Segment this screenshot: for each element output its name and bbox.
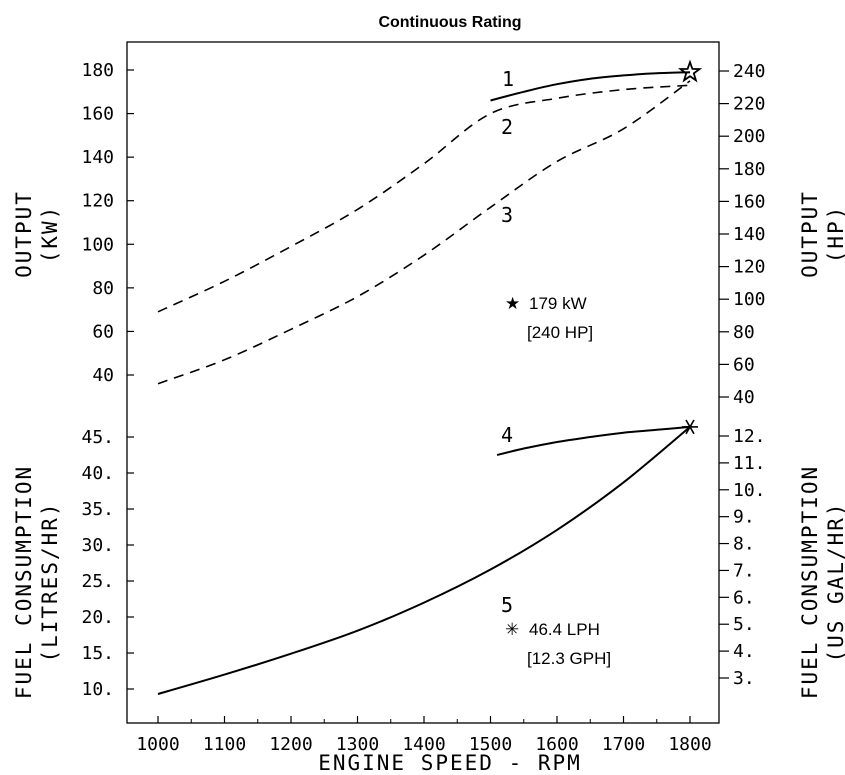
asterisk-stroke — [685, 419, 695, 435]
y-right-tick-label: 6. — [733, 587, 755, 608]
y-right-tick-label: 7. — [733, 560, 755, 581]
chart-title: Continuous Rating — [378, 14, 521, 31]
left-output-axis-title: OUTPUT (KW) — [12, 190, 62, 278]
y-left-tick-label: 35. — [81, 499, 114, 520]
svg-text:FUEL CONSUMPTION: FUEL CONSUMPTION — [798, 465, 822, 699]
left-fuel-axis: 45. 40. 35. 30. 25. 20. 15. 10. — [81, 427, 134, 700]
series-3-label: 3 — [501, 203, 513, 227]
x-tick-label: 1300 — [336, 734, 379, 755]
right-fuel-axis: 12. 11. 10. 9. 8. 7. 6. 5. 4. 3. — [719, 426, 766, 689]
x-tick-label: 1800 — [668, 734, 711, 755]
y-left-tick-label: 60 — [92, 321, 114, 342]
right-fuel-axis-title: FUEL CONSUMPTION (US GAL/HR) — [798, 465, 845, 699]
rated-power-star-marker — [677, 59, 703, 83]
x-axis: 1000 1100 1200 1300 1400 1500 1600 1700 1800 — [136, 716, 712, 755]
y-right-tick-label: 40 — [733, 387, 755, 408]
svg-text:(LITRES/HR): (LITRES/HR) — [38, 501, 62, 662]
rated-fuel-gph: [12.3 GPH] — [527, 649, 611, 668]
y-left-tick-label: 40 — [92, 365, 114, 386]
right-output-axis: 240 220 200 180 160 140 120 100 80 60 40 — [719, 61, 766, 408]
y-right-tick-label: 10. — [733, 480, 766, 501]
x-tick-label: 1200 — [269, 734, 312, 755]
y-right-tick-label: 240 — [733, 61, 766, 82]
y-left-tick-label: 20. — [81, 607, 114, 628]
x-tick-label: 1100 — [203, 734, 246, 755]
y-right-tick-label: 5. — [733, 614, 755, 635]
y-right-tick-label: 100 — [733, 289, 766, 310]
svg-text:FUEL CONSUMPTION: FUEL CONSUMPTION — [12, 465, 36, 699]
y-left-tick-label: 180 — [81, 60, 114, 81]
svg-text:OUTPUT: OUTPUT — [12, 190, 36, 278]
y-left-tick-label: 45. — [81, 427, 114, 448]
series-3-line — [157, 80, 691, 385]
y-left-tick-label: 80 — [92, 278, 114, 299]
y-right-tick-label: 9. — [733, 507, 755, 528]
y-right-tick-label: 120 — [733, 257, 766, 278]
y-left-tick-label: 100 — [81, 234, 114, 255]
series-5-label: 5 — [501, 593, 513, 617]
series-4-label: 4 — [501, 423, 513, 447]
svg-text:(US GAL/HR): (US GAL/HR) — [824, 501, 845, 662]
y-right-tick-label: 3. — [733, 668, 755, 689]
left-output-axis: 180 160 140 120 100 80 60 40 — [81, 60, 134, 386]
y-left-tick-label: 40. — [81, 463, 114, 484]
rated-power-kw: 179 kW — [529, 294, 587, 313]
svg-text:OUTPUT: OUTPUT — [798, 190, 822, 278]
series-4-line — [496, 425, 691, 456]
star-icon: ★ — [505, 294, 520, 313]
y-right-tick-label: 200 — [733, 126, 766, 147]
y-left-tick-label: 15. — [81, 643, 114, 664]
y-right-tick-label: 8. — [733, 534, 755, 555]
marker-layer — [677, 59, 703, 435]
series-layer: 1 2 3 4 5 — [157, 67, 691, 695]
svg-text:(KW): (KW) — [38, 205, 62, 264]
y-right-tick-label: 180 — [733, 159, 766, 180]
x-tick-label: 1600 — [535, 734, 578, 755]
x-tick-label: 1500 — [469, 734, 512, 755]
rated-fuel-annotation: ✳ 46.4 LPH [12.3 GPH] — [505, 620, 611, 668]
y-right-tick-label: 11. — [733, 453, 766, 474]
x-tick-label: 1400 — [402, 734, 445, 755]
asterisk-icon: ✳ — [505, 620, 519, 639]
rated-fuel-lph: 46.4 LPH — [529, 620, 600, 639]
y-left-tick-label: 120 — [81, 191, 114, 212]
series-1-label: 1 — [502, 67, 514, 91]
series-2-label: 2 — [501, 115, 513, 139]
y-right-tick-label: 12. — [733, 426, 766, 447]
y-left-tick-label: 25. — [81, 571, 114, 592]
svg-text:(HP): (HP) — [824, 205, 845, 264]
series-1-line — [490, 71, 691, 102]
left-fuel-axis-title: FUEL CONSUMPTION (LITRES/HR) — [12, 465, 62, 699]
y-right-tick-label: 4. — [733, 641, 755, 662]
right-output-axis-title: OUTPUT (HP) — [798, 190, 845, 278]
x-axis-title: ENGINE SPEED - RPM — [318, 751, 582, 775]
rated-fuel-asterisk-marker — [682, 419, 698, 435]
y-left-tick-label: 10. — [81, 679, 114, 700]
x-tick-label: 1000 — [136, 734, 179, 755]
rated-power-annotation: ★ 179 kW [240 HP] — [505, 294, 593, 342]
rated-power-hp: [240 HP] — [527, 323, 593, 342]
series-2-line — [157, 84, 691, 313]
y-right-tick-label: 160 — [733, 191, 766, 212]
y-right-tick-label: 80 — [733, 322, 755, 343]
y-left-tick-label: 30. — [81, 535, 114, 556]
y-right-tick-label: 60 — [733, 354, 755, 375]
y-right-tick-label: 220 — [733, 94, 766, 115]
y-left-tick-label: 140 — [81, 147, 114, 168]
x-tick-label: 1700 — [602, 734, 645, 755]
y-left-tick-label: 160 — [81, 104, 114, 125]
y-right-tick-label: 140 — [733, 224, 766, 245]
plot-frame — [126, 41, 720, 724]
series-5-line — [157, 426, 691, 695]
